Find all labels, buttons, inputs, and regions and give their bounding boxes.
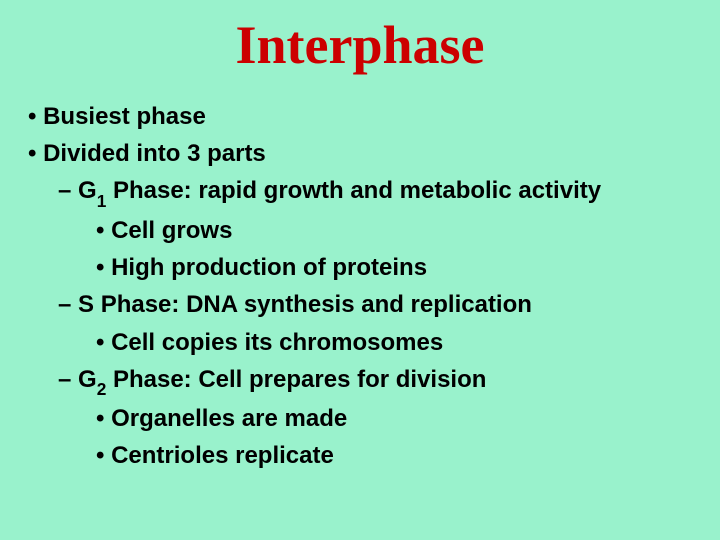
bullet-text: Cell copies its chromosomes <box>111 329 443 356</box>
slide: Interphase Busiest phase Divided into 3 … <box>0 0 720 540</box>
slide-body: Busiest phase Divided into 3 parts G1 Ph… <box>0 86 720 475</box>
bullet-text: S Phase: DNA synthesis and replication <box>78 291 532 318</box>
bullet-text-post: Phase: Cell prepares for division <box>106 366 486 393</box>
bullet-level3: Centrioles replicate <box>28 437 720 474</box>
subscript: 2 <box>97 379 107 399</box>
bullet-level2: S Phase: DNA synthesis and replication <box>28 286 720 323</box>
bullet-level3: High production of proteins <box>28 249 720 286</box>
bullet-text-pre: G <box>78 366 97 393</box>
bullet-level2: G2 Phase: Cell prepares for division <box>28 361 720 401</box>
bullet-text: Organelles are made <box>111 405 347 432</box>
bullet-text-pre: G <box>78 177 97 204</box>
bullet-text: High production of proteins <box>111 254 427 281</box>
slide-title: Interphase <box>0 0 720 86</box>
bullet-level3: Cell grows <box>28 212 720 249</box>
bullet-level3: Organelles are made <box>28 400 720 437</box>
bullet-text: Cell grows <box>111 217 232 244</box>
bullet-text: Busiest phase <box>43 103 206 130</box>
bullet-level3: Cell copies its chromosomes <box>28 324 720 361</box>
bullet-level1: Divided into 3 parts <box>28 135 720 172</box>
bullet-text: Centrioles replicate <box>111 442 334 469</box>
subscript: 1 <box>97 191 107 211</box>
bullet-level2: G1 Phase: rapid growth and metabolic act… <box>28 172 720 212</box>
bullet-level1: Busiest phase <box>28 98 720 135</box>
bullet-text-post: Phase: rapid growth and metabolic activi… <box>106 177 601 204</box>
bullet-text: Divided into 3 parts <box>43 140 266 167</box>
